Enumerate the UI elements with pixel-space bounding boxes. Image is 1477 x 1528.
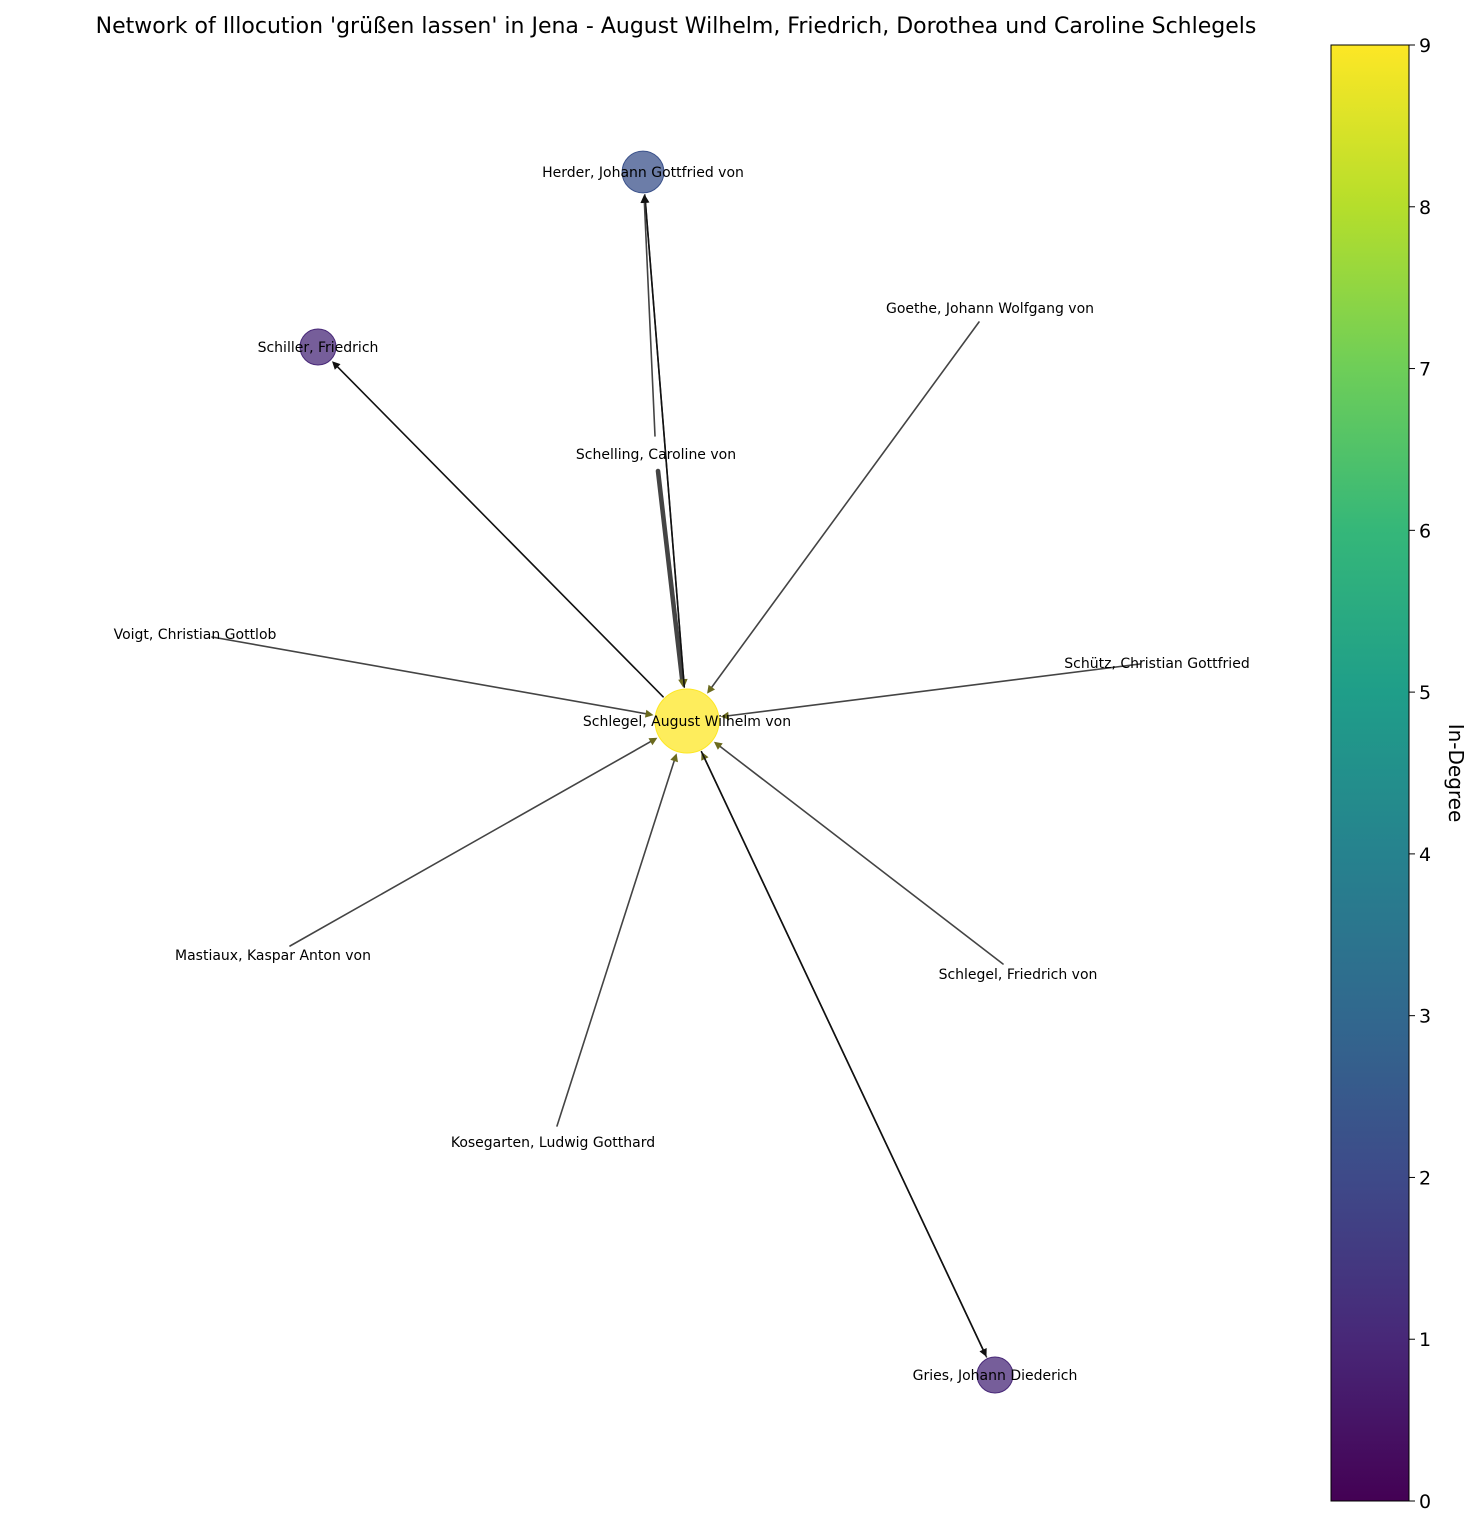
arrowhead-schelling-to-herder	[640, 194, 649, 204]
colorbar: 0 1 2 3 4 5 6 7 8 9 In-Degree	[1330, 35, 1468, 1513]
colorbar-tick-label-2: 2	[1419, 1167, 1431, 1189]
node-gries	[976, 1356, 1014, 1394]
arrowhead-schlegel_aw-to-schiller	[332, 361, 341, 370]
node-label-schlegel_f: Schlegel, Friedrich von	[939, 967, 1098, 983]
edge-schlegel_aw-to-herder	[644, 200, 686, 688]
node-label-schlegel_aw: Schlegel, August Wilhelm von	[583, 714, 791, 730]
node-layer	[299, 150, 1014, 1394]
edge-goethe-to-schlegel_aw	[709, 321, 980, 690]
node-label-schuetz: Schütz, Christian Gottfried	[1064, 656, 1249, 672]
edge-schelling-to-schlegel_aw	[655, 468, 685, 684]
colorbar-tick-label-6: 6	[1419, 520, 1431, 542]
edge-schelling-to-herder	[643, 200, 656, 437]
edge-mastiaux-to-schlegel_aw	[289, 739, 654, 947]
edge-voigt-to-schlegel_aw	[211, 636, 649, 715]
edge-schlegel_f-to-schlegel_aw	[717, 744, 1004, 965]
arrowhead-mastiaux-to-schlegel_aw	[648, 737, 658, 746]
edge-layer	[211, 194, 1141, 1358]
colorbar-tick-label-9: 9	[1419, 35, 1431, 57]
arrowhead-schuetz-to-schlegel_aw	[720, 711, 730, 720]
node-label-gries: Gries, Johann Diederich	[913, 1368, 1078, 1384]
node-schiller	[299, 328, 337, 366]
label-layer: Schlegel, August Wilhelm von Herder, Joha…	[114, 165, 1250, 1384]
colorbar-tick-label-4: 4	[1419, 844, 1431, 866]
node-label-herder: Herder, Johann Gottfried von	[542, 165, 744, 181]
arrowhead-voigt-to-schlegel_aw	[644, 709, 654, 718]
colorbar-gradient	[1330, 44, 1410, 1502]
arrowhead-kosegarten-to-schlegel_aw	[670, 753, 678, 763]
node-label-schiller: Schiller, Friedrich	[258, 340, 379, 356]
colorbar-tick-label-1: 1	[1419, 1329, 1431, 1351]
node-herder	[621, 150, 665, 194]
colorbar-tick-label-0: 0	[1419, 1491, 1431, 1513]
colorbar-tick-label-8: 8	[1419, 197, 1431, 219]
node-label-mastiaux: Mastiaux, Kaspar Anton von	[175, 948, 371, 964]
edge-kosegarten-to-schlegel_aw	[556, 758, 676, 1127]
node-label-voigt: Voigt, Christian Gottlob	[114, 627, 277, 643]
edge-schlegel_aw-to-gries	[700, 750, 985, 1353]
chart-title: Network of Illocution 'grüßen lassen' in…	[96, 14, 1257, 39]
arrowhead-schlegel_aw-to-gries	[979, 1347, 987, 1357]
node-schlegel_aw	[654, 688, 720, 754]
colorbar-label: In-Degree	[1444, 724, 1468, 823]
node-label-kosegarten: Kosegarten, Ludwig Gotthard	[451, 1135, 655, 1151]
colorbar-tick-label-3: 3	[1419, 1006, 1431, 1028]
arrowhead-goethe-to-schlegel_aw	[707, 684, 716, 694]
arrowhead-schlegel_f-to-schlegel_aw	[713, 741, 723, 750]
colorbar-ticks: 0 1 2 3 4 5 6 7 8 9	[1409, 35, 1431, 1513]
colorbar-tick-label-7: 7	[1419, 359, 1431, 381]
node-label-schelling: Schelling, Caroline von	[576, 447, 736, 463]
node-label-goethe: Goethe, Johann Wolfgang von	[886, 301, 1094, 317]
edge-schlegel_aw-to-schiller	[335, 364, 664, 698]
edge-schuetz-to-schlegel_aw	[725, 663, 1141, 717]
colorbar-tick-label-5: 5	[1419, 682, 1431, 704]
